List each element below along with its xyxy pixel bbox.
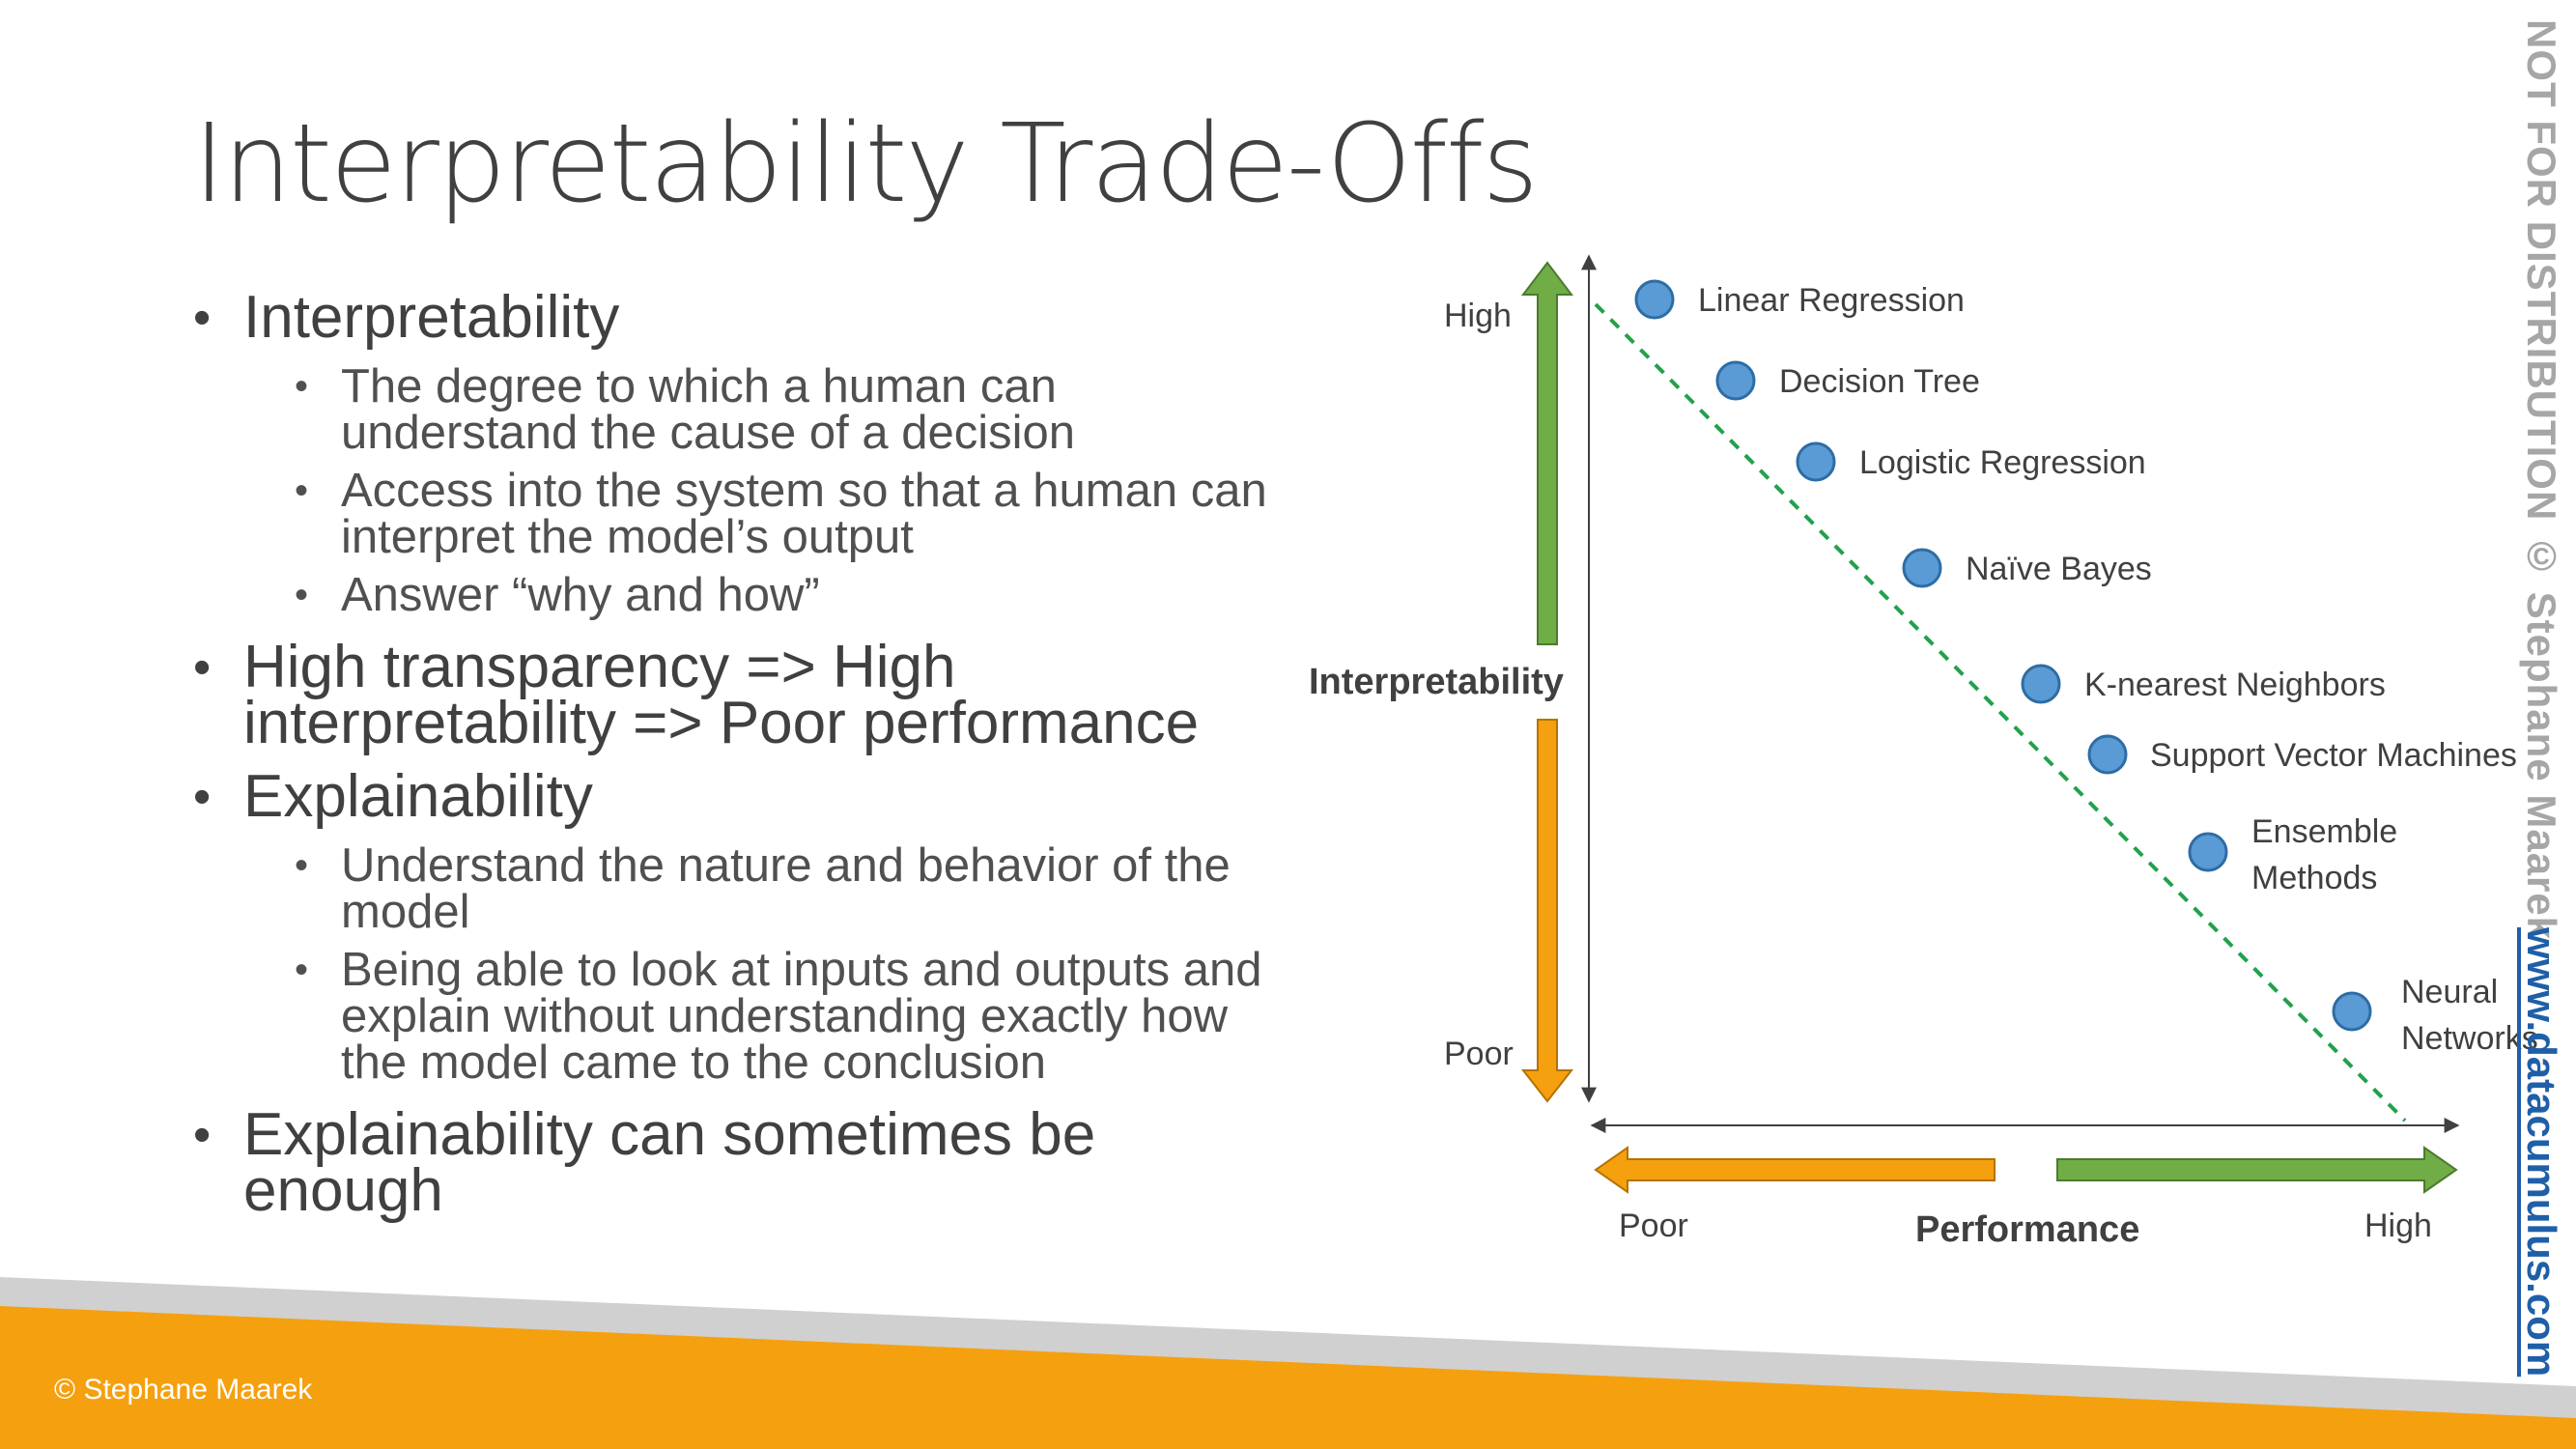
model-dot	[2021, 664, 2061, 704]
model-dot	[2087, 734, 2128, 775]
sub-bullet: Access into the system so that a human c…	[193, 468, 1304, 561]
model-label: Linear Regression	[1698, 282, 1965, 319]
model-label: Support Vector Machines	[2150, 737, 2517, 774]
y-high-arrow	[1520, 261, 1574, 645]
sub-bullet: The degree to which a human can understa…	[193, 363, 1304, 457]
model-logistic-regression: Logistic Regression	[1796, 441, 2146, 482]
page-title: Interpretability Trade-Offs	[193, 101, 1539, 227]
model-decision-tree: Decision Tree	[1715, 360, 1980, 401]
model-naive-bayes: Naïve Bayes	[1902, 548, 2152, 588]
tradeoff-trend-line	[1594, 302, 2407, 1122]
model-label: Naïve Bayes	[1966, 551, 2152, 587]
model-dot	[1902, 548, 1942, 588]
sub-bullet: Being able to look at inputs and outputs…	[193, 947, 1304, 1087]
model-label: Logistic Regression	[1859, 444, 2146, 481]
bullet-explainability: Explainability	[193, 767, 1304, 827]
x-poor-arrow	[1594, 1146, 1996, 1194]
x-high-arrow	[2056, 1146, 2458, 1194]
sub-bullet: Understand the nature and behavior of th…	[193, 842, 1304, 936]
model-label: K-nearest Neighbors	[2084, 667, 2386, 703]
sub-bullet: Answer “why and how”	[193, 572, 1304, 619]
bullet-list: Interpretability The degree to which a h…	[193, 288, 1304, 1236]
model-dot	[2332, 991, 2372, 1032]
copyright-text: © Stephane Maarek	[54, 1374, 313, 1406]
y-poor-arrow	[1520, 719, 1574, 1103]
y-axis-title: Interpretability	[1309, 662, 1564, 702]
model-svm: Support Vector Machines	[2087, 734, 2517, 775]
x-poor-label: Poor	[1619, 1208, 1688, 1244]
model-dot	[1715, 360, 1756, 401]
model-dot	[1634, 279, 1675, 320]
model-dot	[1796, 441, 1836, 482]
y-poor-label: Poor	[1444, 1036, 1514, 1072]
model-ensemble-methods: Ensemble Methods	[2188, 813, 2397, 896]
model-label: Neural Networks	[2401, 974, 2538, 1057]
x-high-label: High	[2364, 1208, 2432, 1244]
bullet-interpretability: Interpretability	[193, 288, 1304, 348]
y-high-label: High	[1444, 298, 1512, 334]
model-dot	[2188, 832, 2228, 872]
x-axis-title: Performance	[1915, 1209, 2139, 1250]
bullet-explainability-enough: Explainability can sometimes be enough	[193, 1105, 1304, 1221]
model-label: Decision Tree	[1779, 363, 1980, 400]
distribution-watermark: NOT FOR DISTRIBUTION © Stephane Maarek	[2519, 19, 2564, 941]
model-label: Ensemble Methods	[2251, 813, 2397, 896]
model-linear-regression: Linear Regression	[1634, 279, 1965, 320]
bullet-transparency: High transparency => High interpretabili…	[193, 638, 1304, 753]
model-neural-networks: Neural Networks	[2332, 974, 2538, 1057]
model-knn: K-nearest Neighbors	[2021, 664, 2386, 704]
website-link[interactable]: www.datacumulus.com	[2519, 927, 2564, 1378]
